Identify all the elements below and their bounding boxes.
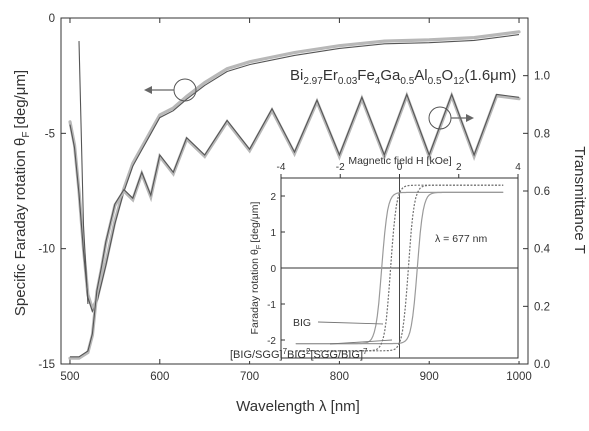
left-axis-indicator [144,78,197,102]
x-tick-label: 600 [150,371,169,383]
inset-y-tick-label: 1 [270,228,276,239]
y-left-tick-label: -5 [45,128,55,140]
inset-x-tick-label: 2 [456,162,462,173]
inset-hysteresis-plot: -4 -2 0 2 4 2 1 0 -1 -2 Magnetic field H [kOe] Fa… [228,155,523,361]
x-tick-label: 500 [60,371,79,383]
inset-y-tick-label: -2 [267,336,276,347]
transmittance-simulated [70,92,520,358]
multilayer-loop-descending [295,184,504,352]
legend-big: BIG [293,317,311,329]
absorption-edge [78,41,89,305]
x-tick-label: 900 [420,371,439,383]
inset-y-tick-label: 0 [270,264,276,275]
x-tick-label: 800 [330,371,349,383]
inset-x-tick-label: -2 [336,162,345,173]
inset-wavelength-annotation: λ = 677 nm [435,233,487,245]
x-axis-label: Wavelength λ [nm] [236,398,360,415]
y-right-tick-label: 0.8 [534,128,550,140]
y-right-tick-label: 0.2 [534,301,550,313]
inset-x-tick-label: 4 [515,162,521,173]
inset-ticks: -4 -2 0 2 4 2 1 0 -1 -2 [267,162,521,358]
inset-y-tick-label: 2 [270,192,276,203]
y-right-tick-label: 1.0 [534,71,550,83]
inset-x-tick-label: 0 [397,162,403,173]
x-tick-label: 1000 [506,371,532,383]
compound-annotation: Bi2.97Er0.03Fe4Ga0.5Al0.5O12(1.6μm) [290,67,516,87]
right-axis-indicator [428,106,474,130]
y-axis-left-label: Specific Faraday rotation θF[deg/μm] [12,70,32,316]
inset-x-label: Magnetic field H [kOe] [348,155,451,167]
legend-multilayer-pointer [329,339,393,345]
y-right-tick-label: 0.0 [534,359,550,371]
y-axis-right-label: Transmittance T [571,146,588,254]
y-right-tick-label: 0.6 [534,186,550,198]
x-tick-label: 700 [240,371,259,383]
inset-y-label: Faraday rotation θF[deg/μm] [249,201,263,334]
inset-x-tick-label: -4 [277,162,286,173]
y-left-tick-label: -10 [38,244,55,256]
legend-multilayer: [BIG/SGG]7BIG2[SGG/BIG]7 [230,347,368,361]
inset-y-tick-label: -1 [267,300,276,311]
y-right-tick-label: 0.4 [534,244,551,256]
y-left-tick-label: 0 [49,13,55,25]
legend-big-pointer [317,321,384,325]
y-left-tick-label: -15 [38,359,55,371]
main-curves [68,30,521,360]
